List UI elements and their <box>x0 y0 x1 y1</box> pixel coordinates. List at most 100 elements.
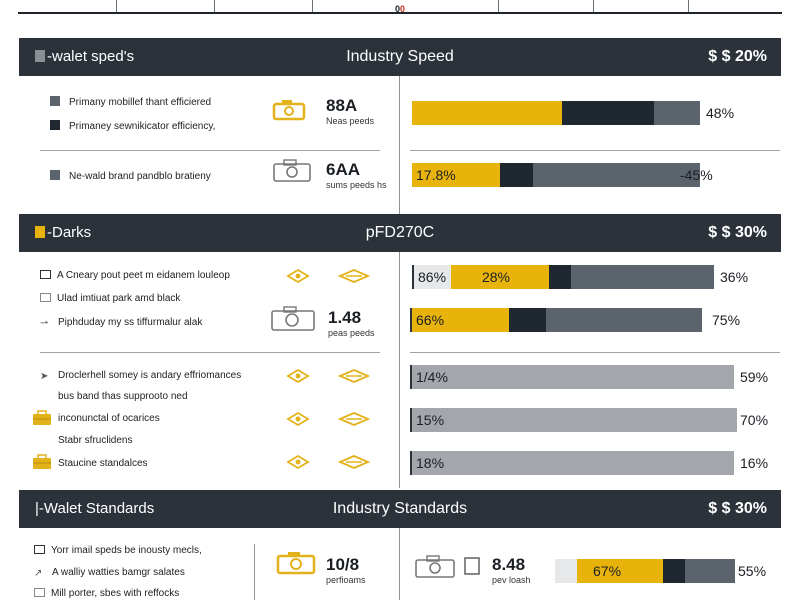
kpi-speed: 88A Neas peeds <box>326 96 374 127</box>
chart-icon <box>34 545 45 554</box>
bar-segment <box>684 559 735 583</box>
row-divider <box>410 352 780 353</box>
bar-bracket <box>410 451 413 475</box>
column-divider <box>399 76 400 214</box>
legend-item: Mill porter, sbes with reffocks <box>34 587 179 600</box>
kpi-value: 6AA <box>326 160 361 179</box>
section-header-title: Industry Speed <box>346 48 454 65</box>
section-header-darks: -Darks pFD270C $ $ 30% <box>19 214 781 252</box>
header-square-icon <box>35 50 45 62</box>
arrow-icon: ↗ <box>34 568 43 579</box>
diamond-icon <box>286 454 370 470</box>
header-square-icon <box>35 226 45 238</box>
bar-segment <box>555 559 577 583</box>
camera-icon <box>273 159 311 182</box>
bar-start-label: 66% <box>416 312 445 328</box>
bar-end-label: 48% <box>706 105 735 121</box>
camera-icon <box>276 552 316 575</box>
kpi-standards: 10/8 perfioams <box>326 555 366 586</box>
legend-label: inconunctal of ocarices <box>58 413 160 424</box>
bar-segment <box>450 265 550 289</box>
bar-bracket <box>410 408 413 432</box>
section-header-value: $ $ 30% <box>708 224 767 241</box>
bar-segment <box>412 101 563 125</box>
legend-label: Yorr imail speds be inousty mecls, <box>51 545 202 556</box>
legend-item: Ulad imtiuat park amd black <box>40 292 180 306</box>
bar-segment <box>412 408 737 432</box>
column-divider <box>254 544 255 600</box>
legend-item: ➤ Droclerhell somey is andary effriomance… <box>40 369 241 383</box>
axis-origin-marker: 00 <box>390 3 410 15</box>
bar-segment <box>412 365 734 389</box>
bar-segment <box>412 308 509 332</box>
legend-item: Ne-wald brand pandblo bratieny <box>50 170 211 184</box>
section-header-value: $ $ 20% <box>708 48 767 65</box>
briefcase-icon <box>33 454 51 469</box>
bar-segment <box>562 101 655 125</box>
top-axis-rule <box>18 0 782 14</box>
diamond-icon <box>286 411 370 427</box>
legend-item: Stabr sfruclidens <box>58 434 132 448</box>
stacked-bar: 18% <box>412 451 734 475</box>
section-header-speed: -walet sped's Industry Speed $ $ 20% <box>19 38 781 76</box>
bar-segment <box>654 101 700 125</box>
bar-end-label: -45% <box>680 167 713 183</box>
legend-swatch <box>50 96 60 106</box>
bar-start-label: 1/4% <box>416 369 448 385</box>
section-header-title: Industry Standards <box>332 500 468 517</box>
section-header-left: -walet sped's <box>35 38 134 76</box>
column-divider <box>399 528 400 600</box>
legend-label: A Cneary pout peet m eidanem louleop <box>57 270 230 281</box>
legend-label: Ulad imtiuat park amd black <box>57 293 181 304</box>
bar-start-label: 86% <box>418 269 447 285</box>
bar-start-label: 15% <box>416 412 445 428</box>
bar-segment <box>508 308 547 332</box>
kpi-caption: Neas peeds <box>326 116 375 126</box>
stacked-bar: 15% <box>412 408 737 432</box>
legend-item: ↗ A walliy watties bamgr salates <box>34 566 185 580</box>
legend-item: Yorr imail speds be inousty mecls, <box>34 544 202 558</box>
bar-start-label: 67% <box>593 563 622 579</box>
kpi-value: 1.48 <box>328 308 362 327</box>
bar-end-label: 55% <box>738 563 767 579</box>
bar-segment <box>412 163 500 187</box>
diamond-icon <box>286 268 370 284</box>
row-divider <box>40 150 380 151</box>
legend-label: Primany mobillef thant efficiered <box>69 97 212 108</box>
camera-icon <box>271 306 315 331</box>
bar-end-label: 59% <box>740 369 769 385</box>
kpi-darks: 1.48 peas peeds <box>328 308 375 339</box>
stacked-bar <box>412 101 700 125</box>
kpi-value: 10/8 <box>326 555 360 574</box>
column-divider <box>399 252 400 488</box>
legend-item: inconunctal of ocarices <box>58 412 160 426</box>
kpi-caption: sums peeds hs <box>326 180 387 190</box>
briefcase-icon <box>33 410 51 425</box>
arrow-icon: ➤ <box>40 371 49 382</box>
kpi-value: 8.48 <box>492 555 526 574</box>
bar-segment <box>571 265 714 289</box>
section-header-left: -Darks <box>35 214 91 252</box>
kpi-speed: 6AA sums peeds hs <box>326 160 387 191</box>
section-header-value: $ $ 30% <box>708 500 767 517</box>
bar-segment <box>663 559 685 583</box>
section-header-title: pFD270C <box>365 224 435 241</box>
section-header-left-text: -walet sped's <box>47 48 135 65</box>
legend-item: Primany mobillef thant efficiered <box>50 96 211 110</box>
bar-end-label: 70% <box>740 412 769 428</box>
stacked-bar: 67% <box>555 559 735 583</box>
legend-item: ⇀ Piphduday my ss tiffurmalur alak <box>40 316 202 330</box>
bar-segment <box>414 265 451 289</box>
document-icon <box>40 293 51 302</box>
legend-label: Ne-wald brand pandblo bratieny <box>69 171 211 182</box>
legend-label: Mill porter, sbes with reffocks <box>51 588 180 599</box>
bar-segment <box>533 163 700 187</box>
bar-segment <box>412 451 734 475</box>
bar-segment <box>549 265 572 289</box>
kpi-standards: 8.48 pev loash <box>492 555 531 586</box>
bar-bracket <box>410 308 413 332</box>
bar-end-label: 16% <box>740 455 769 471</box>
legend-item: Primaney sewnikicator efficiency, <box>50 120 215 134</box>
section-header-left-text: -Darks <box>47 224 92 241</box>
axis-tick <box>214 0 215 12</box>
